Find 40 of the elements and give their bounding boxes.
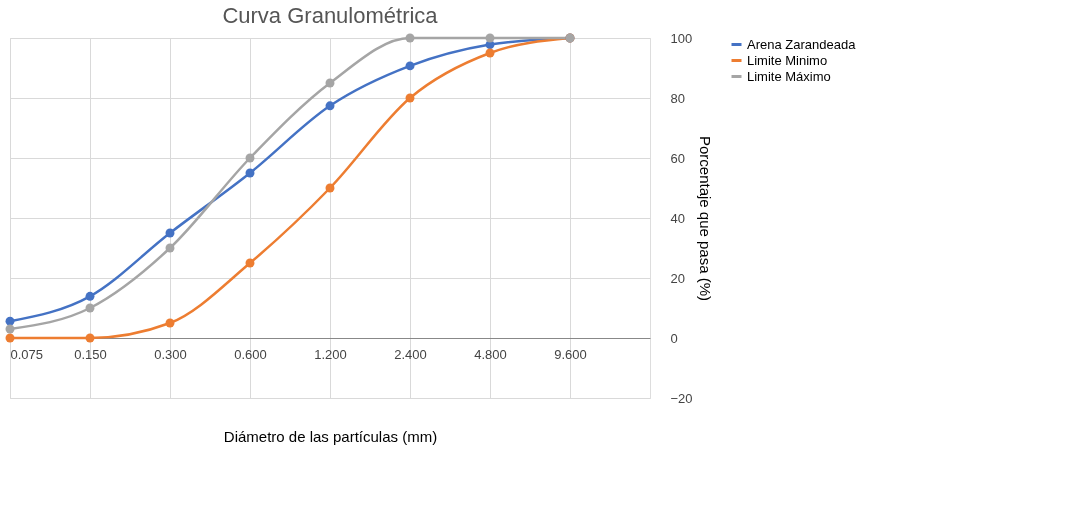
point bbox=[245, 258, 255, 268]
x-tick-label: 0.150 bbox=[74, 346, 107, 362]
x-tick-label: 1.200 bbox=[314, 346, 347, 362]
point bbox=[325, 101, 335, 111]
x-axis-title: Diámetro de las partículas (mm) bbox=[223, 427, 438, 445]
y-tick-label: 60 bbox=[670, 150, 685, 166]
point bbox=[405, 93, 415, 103]
point bbox=[5, 333, 15, 343]
y-tick-label: 80 bbox=[670, 90, 685, 106]
point bbox=[85, 303, 95, 313]
y-tick-label: 0 bbox=[670, 330, 678, 346]
point bbox=[85, 333, 95, 343]
y-axis-title: Porcentaje que pasa (%) bbox=[696, 135, 714, 302]
x-tick-label: 9.600 bbox=[554, 346, 587, 362]
y-tick-label: 40 bbox=[670, 210, 685, 226]
y-tick-label: −20 bbox=[670, 390, 693, 406]
point bbox=[325, 183, 335, 193]
point bbox=[485, 33, 495, 43]
point bbox=[245, 168, 255, 178]
point bbox=[165, 318, 175, 328]
point bbox=[5, 324, 15, 334]
point bbox=[405, 61, 415, 71]
x-tick-label: 0.600 bbox=[234, 346, 267, 362]
y-tick-label: 100 bbox=[670, 30, 693, 46]
point bbox=[245, 153, 255, 163]
x-tick-label: 0.075 bbox=[10, 346, 44, 362]
legend-label: Limite Minimo bbox=[747, 52, 828, 68]
point bbox=[405, 33, 415, 43]
point bbox=[165, 228, 175, 238]
legend-label: Arena Zarandeada bbox=[747, 36, 857, 52]
point bbox=[165, 243, 175, 253]
legend-label: Limite Máximo bbox=[747, 68, 831, 84]
x-tick-label: 2.400 bbox=[394, 346, 427, 362]
x-tick-label: 0.300 bbox=[154, 346, 187, 362]
x-tick-label: 4.800 bbox=[474, 346, 507, 362]
chart-title: Curva Granulométrica bbox=[222, 3, 439, 28]
y-tick-label: 20 bbox=[670, 270, 685, 286]
point bbox=[85, 291, 95, 301]
point bbox=[325, 78, 335, 88]
point bbox=[485, 48, 495, 58]
